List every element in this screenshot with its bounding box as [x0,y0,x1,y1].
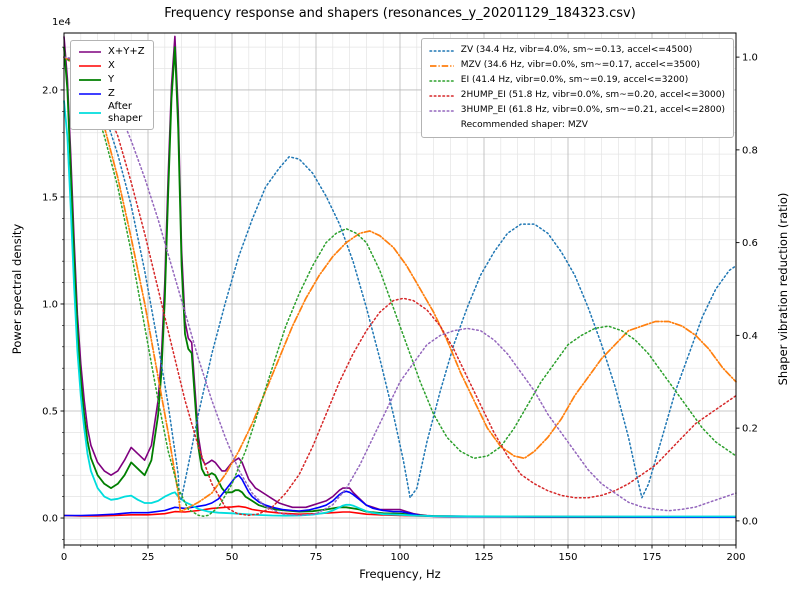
series-after-shaper-line [63,100,736,518]
zv-legend-line [429,49,455,52]
legend-item-zv: ZV (34.4 Hz, vibr=4.0%, sm~=0.13, accel<… [429,43,725,58]
left-y-tick-label: 0.0 [42,514,58,525]
legend-item-mzv: MZV (34.6 Hz, vibr=0.0%, sm~=0.17, accel… [429,58,725,73]
right-y-tick-label: 0.0 [742,516,758,527]
2hump-ei-legend-line [429,94,455,97]
right-y-tick-label: 0.2 [742,424,758,435]
series-z-line [64,474,736,518]
z-legend-line [79,93,101,95]
legend-label: MZV (34.6 Hz, vibr=0.0%, sm~=0.17, accel… [460,60,700,70]
legend-item-ei: EI (41.4 Hz, vibr=0.0%, sm~=0.19, accel<… [429,73,725,88]
x-tick-label: 0 [61,552,67,563]
left-y-tick-label: 1.5 [42,192,58,203]
x-legend-line [79,65,101,67]
left-y-tick-label: 0.5 [42,407,58,418]
right-y-tick-label: 0.8 [742,145,758,156]
x-tick-label: 100 [390,552,409,563]
after-shaper-legend-line [79,112,101,114]
legend-label: EI (41.4 Hz, vibr=0.0%, sm~=0.19, accel<… [460,75,689,85]
legend-label: 2HUMP_EI (51.8 Hz, vibr=0.0%, sm~=0.20, … [460,90,725,100]
legend-label: X+Y+Z [108,46,145,57]
left-y-axis-title: Power spectral density [10,223,24,355]
x-tick-label: 75 [310,552,323,563]
series-ei-line [63,56,737,517]
legend-label: Recommended shaper: MZV [460,120,588,130]
legend-item-2hump-ei: 2HUMP_EI (51.8 Hz, vibr=0.0%, sm~=0.20, … [429,88,725,103]
mzv-legend-line [429,64,454,67]
legend-item-recommended-shaper-note: Recommended shaper: MZV [429,118,725,133]
x-tick-label: 175 [642,552,661,563]
right-y-axis-title: Shaper vibration reduction (ratio) [776,192,790,386]
x-tick-label: 150 [558,552,577,563]
chart-title: Frequency response and shapers (resonanc… [164,6,636,21]
shaper-legend: ZV (34.4 Hz, vibr=4.0%, sm~=0.13, accel<… [420,38,734,138]
legend-label: ZV (34.4 Hz, vibr=4.0%, sm~=0.13, accel<… [460,45,693,55]
series-xyz-line [63,35,736,518]
xyz-legend-line [79,51,101,53]
x-axis-title: Frequency, Hz [359,567,441,581]
legend-label: 3HUMP_EI (61.8 Hz, vibr=0.0%, sm~=0.21, … [460,105,725,115]
right-y-tick-label: 0.6 [742,238,758,249]
x-tick-label: 25 [142,552,155,563]
series-y-line [63,46,736,518]
legend-label: Z [108,88,115,99]
series-3hump-ei-line [63,56,737,517]
legend-item-after-shaper: After shaper [78,101,145,125]
ei-legend-line [429,79,455,82]
legend-label: After shaper [108,101,143,124]
left-y-tick-label: 2.0 [42,85,58,96]
x-tick-label: 200 [726,552,745,563]
left-y-tick-label: 1.0 [42,299,58,310]
legend-label: Y [108,74,115,85]
right-y-tick-label: 1.0 [742,53,758,64]
legend-blank-handle [429,121,455,131]
x-tick-label: 50 [226,552,239,563]
right-y-tick-label: 0.4 [742,331,758,342]
legend-label: X [108,60,115,71]
y-legend-line [79,79,101,81]
legend-item-xyz: X+Y+Z [78,45,145,59]
legend-item-x: X [78,59,145,73]
x-tick-label: 125 [474,552,493,563]
legend-item-z: Z [78,87,145,101]
series-mzv-line [63,56,737,513]
legend-item-3hump-ei: 3HUMP_EI (61.8 Hz, vibr=0.0%, sm~=0.21, … [429,103,725,118]
psd-legend: X+Y+Z X Y Z After shaper [70,40,154,130]
3hump-ei-legend-line [429,109,455,112]
legend-item-y: Y [78,73,145,87]
series-2hump-ei-line [63,56,737,517]
y-axis-offset-label: 1e4 [52,17,71,28]
